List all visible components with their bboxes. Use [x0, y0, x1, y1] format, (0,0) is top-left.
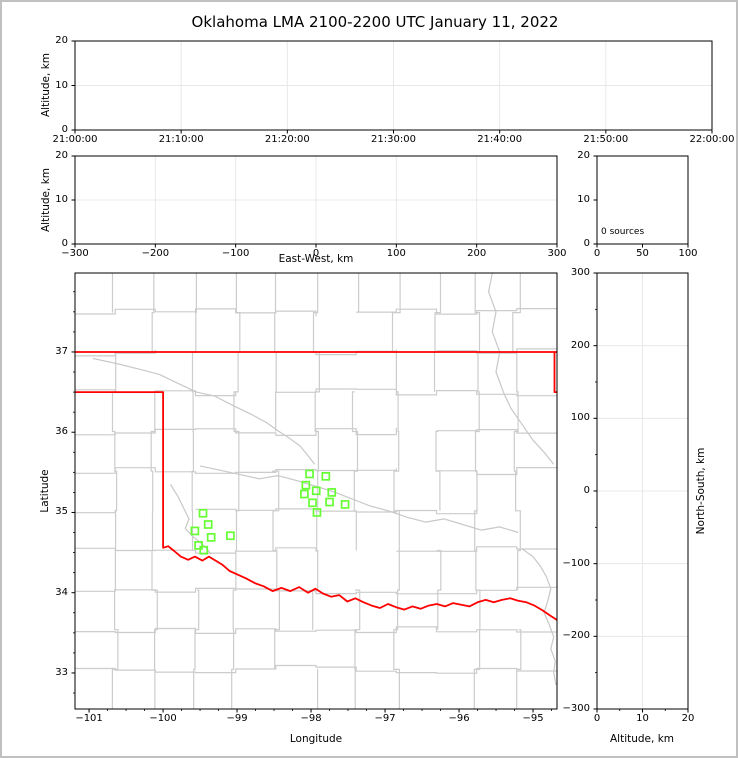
- lma-station-marker: [312, 508, 322, 517]
- source-count-annotation: 0 sources: [601, 227, 645, 237]
- river-line: [521, 548, 557, 686]
- x-tick-label: 300: [547, 248, 567, 259]
- y-tick-label: 0: [583, 238, 590, 249]
- y-tick-label: 100: [570, 412, 590, 424]
- state-border-oklahoma: [75, 391, 557, 621]
- y-tick-label: 0: [583, 485, 590, 496]
- x-tick-label: 200: [467, 248, 487, 259]
- x-tick-label: 50: [636, 248, 649, 259]
- y-tick-label: 10: [55, 194, 68, 205]
- y-tick-label: 20: [55, 150, 68, 161]
- river-line: [92, 357, 316, 465]
- x-tick-label: 100: [678, 248, 698, 259]
- x-tick-label: −99: [226, 713, 248, 724]
- lma-station-marker: [308, 498, 317, 508]
- east-west-axis-label: East-West, km: [278, 253, 354, 265]
- lma-station-marker: [206, 532, 216, 542]
- lma-station-marker: [203, 520, 213, 529]
- x-tick-label: 21:30:00: [371, 134, 416, 145]
- state-border-oklahoma: [553, 352, 557, 394]
- y-tick-label: 200: [570, 339, 590, 351]
- y-tick-label: 33: [55, 666, 68, 678]
- lma-station-marker: [301, 480, 311, 490]
- lma-station-marker: [199, 545, 209, 555]
- x-tick-label: 22:00:00: [689, 134, 735, 145]
- lma-station-marker: [194, 541, 203, 550]
- x-tick-label: −200: [141, 248, 170, 259]
- latitude-axis-label: Latitude: [39, 469, 51, 513]
- y-tick-label: 36: [55, 426, 68, 438]
- lma-station-marker: [198, 508, 208, 518]
- x-tick-label: 21:10:00: [158, 134, 204, 145]
- panel-plan: [71, 272, 558, 713]
- x-tick-label: 100: [386, 248, 406, 259]
- x-tick-label: 20: [681, 713, 695, 724]
- lma-station-marker: [305, 469, 314, 479]
- x-tick-label: 21:20:00: [264, 134, 310, 145]
- river-line: [169, 484, 212, 555]
- river-line: [199, 465, 519, 534]
- y-tick-label: 37: [55, 345, 68, 357]
- x-tick-label: −96: [448, 713, 470, 724]
- panel-hist: [593, 155, 689, 248]
- figure-title: Oklahoma LMA 2100-2200 UTC January 11, 2…: [191, 13, 559, 31]
- x-tick-label: 21:00:00: [52, 134, 98, 145]
- x-tick-label: −100: [221, 248, 250, 259]
- y-tick-label: 20: [577, 150, 590, 161]
- x-tick-label: −98: [300, 713, 322, 724]
- x-tick-label: −95: [522, 713, 544, 724]
- lma-station-marker: [300, 489, 309, 499]
- panel-alt-time: [71, 40, 713, 134]
- y-tick-label: 34: [55, 586, 68, 598]
- panel-alt-ns: [593, 272, 689, 713]
- y-tick-label: 10: [55, 79, 68, 91]
- x-tick-label: 21:40:00: [477, 134, 523, 145]
- panel-alt-ew: [71, 155, 558, 248]
- y-tick-label: 0: [61, 124, 68, 135]
- x-tick-label: −97: [374, 713, 396, 724]
- x-tick-label: −101: [75, 713, 103, 724]
- x-tick-label: 0: [312, 248, 320, 259]
- lma-station-marker: [327, 488, 337, 497]
- x-tick-label: 0: [593, 713, 601, 724]
- y-tick-label: 300: [570, 267, 590, 278]
- longitude-axis-label: Longitude: [289, 733, 343, 745]
- lma-station-marker: [325, 497, 334, 507]
- altitude-axis-label: Altitude, km: [609, 733, 674, 745]
- lma-station-marker: [340, 500, 350, 509]
- x-tick-label: 21:50:00: [583, 134, 629, 145]
- y-tick-label: −300: [562, 703, 590, 714]
- x-tick-label: 0: [593, 248, 601, 259]
- lma-station-marker: [321, 472, 331, 481]
- lma-station-marker: [226, 531, 235, 541]
- lma-station-marker: [311, 486, 321, 496]
- county-boundaries: [75, 273, 557, 709]
- y-tick-label: 20: [55, 35, 68, 46]
- y-tick-label: 10: [577, 194, 590, 205]
- y-tick-label: 35: [55, 506, 68, 518]
- x-tick-label: 10: [636, 713, 649, 724]
- lma-station-marker: [190, 526, 200, 536]
- y-tick-label: 0: [61, 238, 68, 249]
- map-layers: [75, 273, 557, 709]
- x-tick-label: −300: [61, 248, 89, 259]
- river-line: [488, 273, 555, 465]
- y-tick-label: −200: [562, 630, 590, 642]
- y-tick-label: −100: [562, 557, 590, 569]
- x-tick-label: −100: [149, 713, 177, 724]
